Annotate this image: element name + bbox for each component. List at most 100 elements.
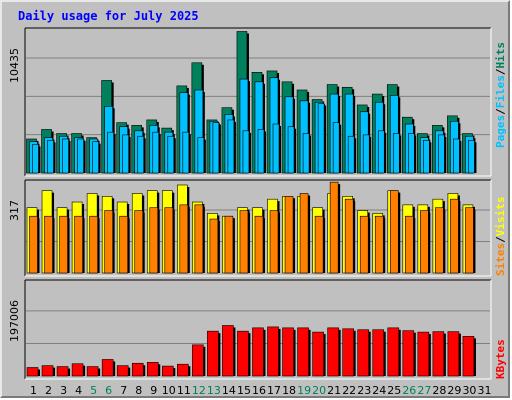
x-tick-label-day-27: 27	[417, 384, 431, 397]
bar-kbytes-day-17	[267, 326, 279, 377]
x-tick-label-day-14: 14	[222, 384, 236, 397]
x-tick-label-day-5: 5	[90, 384, 97, 397]
bar-kbytes-day-28	[432, 331, 445, 377]
bar-kbytes-day-8	[131, 362, 144, 377]
x-tick-label-day-16: 16	[252, 384, 266, 397]
bar-pages-day-7	[122, 134, 129, 174]
bar-pages-day-30	[468, 140, 475, 174]
bar-sites-day-18	[284, 196, 294, 274]
bar-pages-day-2	[47, 140, 54, 174]
bar-sites-day-5	[89, 215, 98, 274]
bar-sites-day-11	[179, 204, 189, 274]
bar-pages-day-22	[347, 135, 355, 174]
bar-pages-day-23	[362, 134, 370, 174]
y-max-label: 317	[8, 200, 21, 221]
x-tick-label-day-26: 26	[402, 384, 416, 397]
bar-pages-day-8	[137, 135, 145, 174]
bar-sites-day-8	[134, 210, 144, 274]
bar-kbytes-day-11	[177, 363, 189, 377]
x-tick-label-day-6: 6	[105, 384, 112, 397]
legend-separator: /	[494, 68, 507, 75]
bar-kbytes-day-29	[447, 331, 460, 377]
y-max-label: 10435	[8, 48, 21, 83]
bar-pages-day-20	[317, 103, 325, 174]
bar-pages-day-18	[287, 126, 295, 174]
x-tick-label-day-13: 13	[207, 384, 221, 397]
bar-kbytes-day-3	[56, 366, 69, 377]
bar-sites-day-24	[374, 215, 384, 274]
legend-kbytes: KBytes	[494, 339, 507, 379]
legend-visits: Visits	[494, 197, 507, 237]
bar-kbytes-day-5	[86, 366, 99, 377]
bar-kbytes-day-30	[462, 336, 475, 377]
bar-sites-day-12	[194, 204, 204, 274]
panel-kbytes: 197006 KBytes	[8, 279, 507, 380]
bar-kbytes-day-7	[116, 365, 129, 377]
panel-visits-sites: 317 Sites/Visits	[8, 179, 507, 277]
bar-pages-day-14	[227, 119, 235, 174]
panel-hits-files-pages: 10435 Pages/Files/Hits	[8, 27, 507, 177]
bar-pages-day-16	[257, 129, 265, 174]
bar-kbytes-day-24	[372, 329, 385, 377]
bar-kbytes-day-14	[222, 325, 234, 377]
x-tick-label-day-1: 1	[30, 384, 37, 397]
x-tick-label-day-15: 15	[237, 384, 251, 397]
x-tick-label-day-18: 18	[282, 384, 296, 397]
bar-kbytes-day-19	[297, 327, 309, 377]
bar-sites-day-14	[224, 215, 234, 274]
bar-sites-day-19	[299, 193, 309, 274]
x-tick-label-day-20: 20	[312, 384, 326, 397]
bar-sites-day-23	[359, 215, 369, 274]
bar-sites-day-22	[344, 198, 354, 274]
bar-pages-day-15	[242, 130, 250, 174]
bar-pages-day-13	[212, 122, 220, 174]
bar-sites-day-4	[74, 215, 83, 274]
bar-sites-day-20	[314, 215, 324, 274]
bar-kbytes-day-9	[146, 362, 159, 377]
bar-pages-day-17	[272, 123, 280, 174]
bar-sites-day-30	[465, 207, 474, 274]
bar-sites-day-27	[420, 210, 429, 274]
bar-sites-day-21	[329, 181, 339, 274]
x-tick-label-day-12: 12	[192, 384, 206, 397]
chart-title: Daily usage for July 2025	[18, 9, 199, 23]
x-tick-label-day-28: 28	[432, 384, 446, 397]
bar-sites-day-1	[29, 215, 38, 274]
y-max-label: 197006	[8, 300, 21, 342]
bar-pages-day-6	[107, 131, 114, 174]
bar-pages-day-11	[182, 131, 190, 174]
bar-kbytes-day-6	[101, 359, 114, 377]
legend-files: Files	[494, 75, 507, 108]
legend-pages: Pages	[494, 115, 507, 148]
bar-pages-day-29	[453, 138, 460, 174]
x-tick-label-day-4: 4	[75, 384, 82, 397]
x-tick-label-day-31: 31	[477, 384, 491, 397]
bar-sites-day-7	[119, 215, 128, 274]
bar-kbytes-day-20	[312, 331, 324, 377]
x-tick-label-day-19: 19	[297, 384, 311, 397]
bar-kbytes-day-26	[402, 330, 415, 377]
x-tick-label-day-10: 10	[162, 384, 176, 397]
chart-panels: 10435Pages/Files/Hits317Sites/Visits1970…	[8, 27, 507, 380]
bar-kbytes-day-1	[26, 367, 39, 377]
bar-pages-day-12	[197, 137, 205, 174]
bar-pages-day-26	[408, 133, 415, 174]
legend-sites: Sites	[494, 243, 507, 276]
bar-kbytes-day-10	[161, 365, 174, 377]
bar-sites-day-3	[59, 215, 68, 274]
x-tick-label-day-3: 3	[60, 384, 67, 397]
bar-sites-day-28	[435, 207, 444, 274]
legend-visits-sites: Sites/Visits	[494, 197, 507, 277]
bar-pages-day-3	[62, 138, 69, 174]
legend-hits-files-pages: Pages/Files/Hits	[494, 42, 507, 148]
bar-pages-day-5	[92, 141, 99, 174]
legend-kbytes: KBytes	[494, 339, 507, 379]
x-axis: 1 2 3 4 5 6 7 8 9 10 11 12 13 14 15 16 17 18 19 20 21 22 23 24 2…	[30, 384, 491, 397]
bar-pages-day-27	[423, 140, 430, 174]
bar-sites-day-17	[269, 210, 279, 274]
legend-separator: /	[494, 108, 507, 115]
bar-sites-day-25	[389, 190, 399, 274]
bar-kbytes-day-16	[252, 327, 264, 377]
x-tick-label-day-8: 8	[135, 384, 142, 397]
bar-kbytes-day-27	[417, 331, 430, 377]
